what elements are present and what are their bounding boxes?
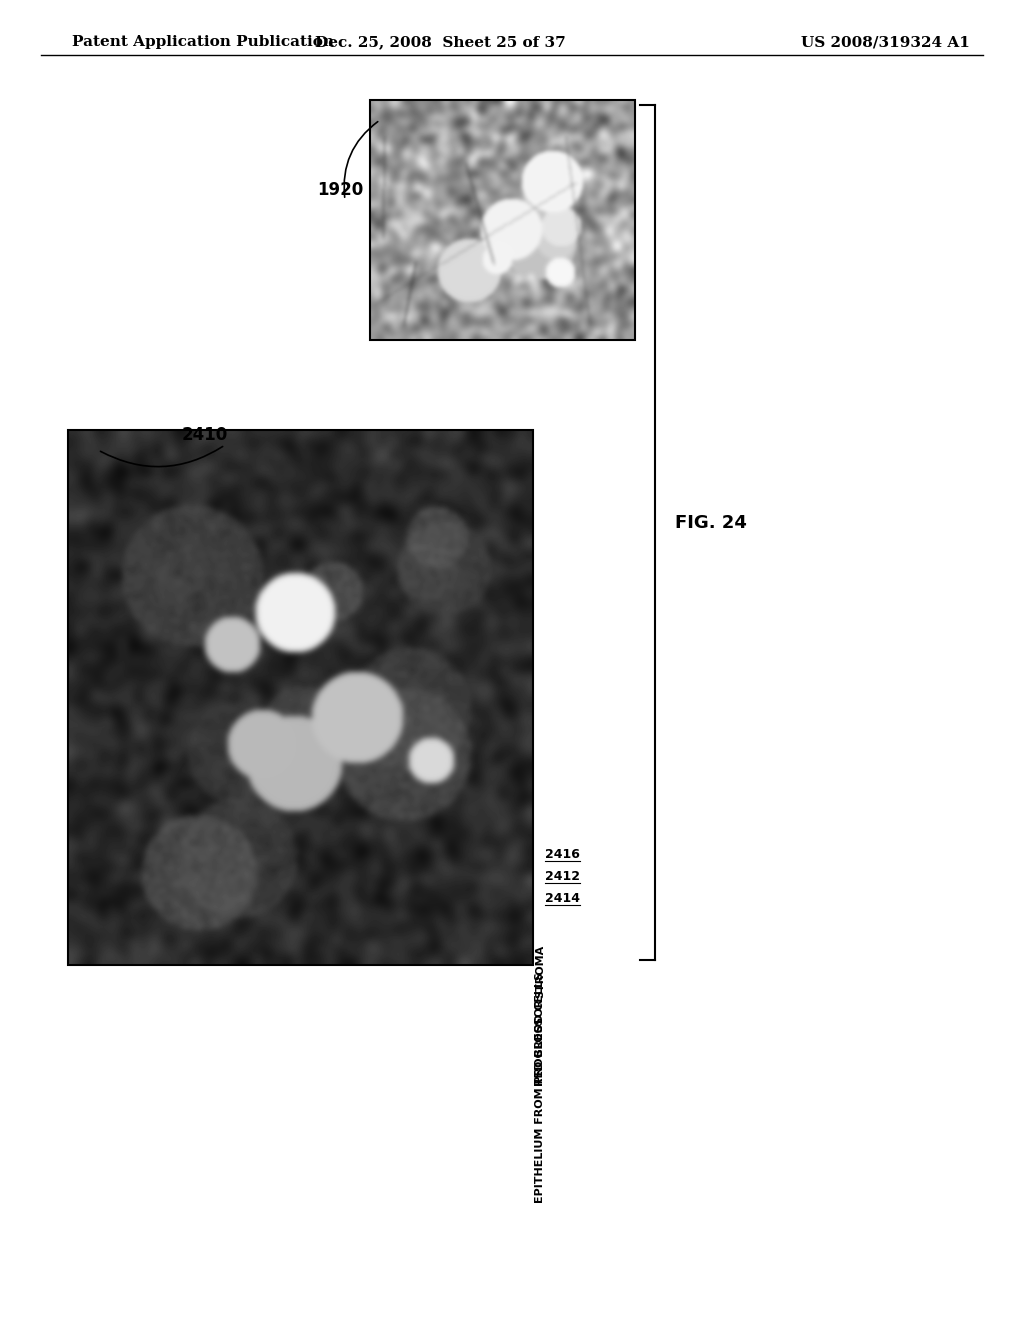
Text: 1920: 1920 bbox=[316, 181, 364, 199]
Text: Dec. 25, 2008  Sheet 25 of 37: Dec. 25, 2008 Sheet 25 of 37 bbox=[314, 36, 565, 49]
Text: RED BLOOD CELLS: RED BLOOD CELLS bbox=[535, 972, 545, 1086]
Text: Patent Application Publication: Patent Application Publication bbox=[72, 36, 334, 49]
Text: 2412: 2412 bbox=[545, 870, 580, 883]
Text: US 2008/319324 A1: US 2008/319324 A1 bbox=[801, 36, 970, 49]
Bar bbox=[370, 100, 635, 341]
Text: FIG. 24: FIG. 24 bbox=[675, 513, 746, 532]
Text: 2416: 2416 bbox=[545, 847, 580, 861]
Bar bbox=[68, 430, 534, 965]
Text: 2414: 2414 bbox=[545, 892, 580, 906]
Text: 2410: 2410 bbox=[182, 426, 228, 444]
Text: STROMA: STROMA bbox=[535, 945, 545, 998]
Text: EPITHELIUM FROM PROGRESSOR: EPITHELIUM FROM PROGRESSOR bbox=[535, 999, 545, 1203]
